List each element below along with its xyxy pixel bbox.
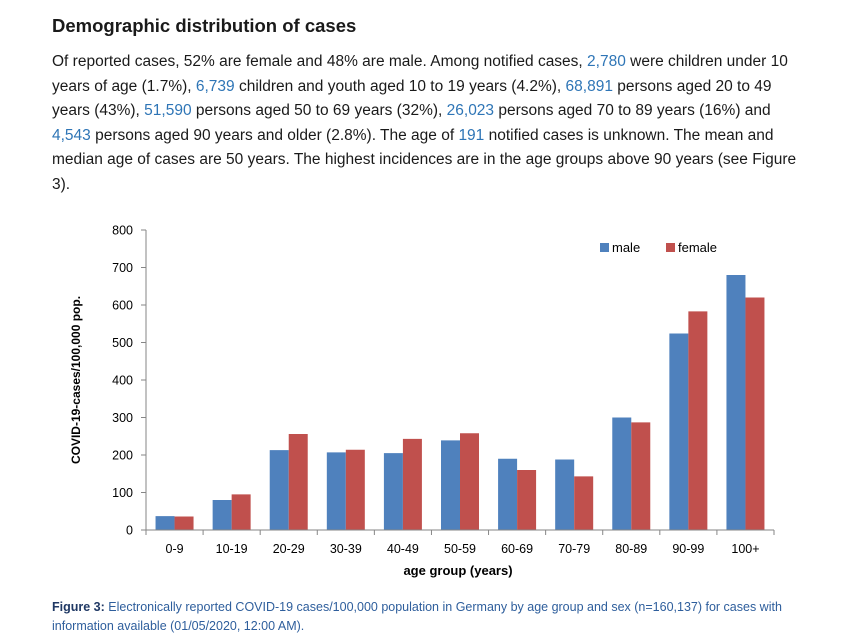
y-axis-ticks: 0 100 200 300 400 500 600 700 800	[112, 224, 146, 538]
bar-male-70-79	[555, 459, 575, 530]
y-tick-label: 700	[112, 261, 133, 275]
section-heading: Demographic distribution of cases	[52, 15, 357, 36]
x-tick-label: 100+	[731, 542, 759, 556]
x-tick-label: 20-29	[273, 542, 305, 556]
legend-swatch-female	[666, 243, 675, 252]
paragraph-text: persons aged 50 to 69 years (32%),	[191, 102, 447, 120]
count-70-89: 26,023	[446, 102, 495, 120]
x-tick-label: 10-19	[216, 542, 248, 556]
bar-female-90-99	[688, 311, 708, 530]
y-tick-label: 800	[112, 224, 133, 238]
bar-female-0-9	[174, 516, 194, 530]
bar-male-90-99	[669, 333, 689, 530]
figure-caption: Figure 3: Electronically reported COVID-…	[52, 598, 812, 636]
paragraph-text: persons aged 90 years and older (2.8%). …	[90, 126, 459, 144]
x-axis-label: age group (years)	[403, 563, 512, 578]
legend-swatch-male	[600, 243, 609, 252]
count-unknown-age: 191	[458, 126, 485, 144]
legend-label-female: female	[678, 240, 717, 255]
x-tick-label: 70-79	[558, 542, 590, 556]
bar-female-70-79	[574, 476, 594, 530]
bar-male-20-29	[269, 450, 289, 530]
legend-label-male: male	[612, 240, 640, 255]
bar-female-10-19	[231, 494, 251, 530]
count-youth-10-19: 6,739	[195, 77, 235, 95]
y-axis-label: COVID-19-cases/100,000 pop.	[69, 296, 83, 464]
chart-legend: male female	[600, 240, 717, 255]
count-20-49: 68,891	[565, 77, 613, 95]
bar-male-100+	[726, 275, 746, 530]
bar-male-40-49	[383, 453, 403, 530]
bar-series	[155, 275, 765, 530]
bar-female-30-39	[345, 449, 365, 530]
x-tick-label: 60-69	[501, 542, 533, 556]
bar-male-10-19	[212, 500, 232, 530]
x-tick-label: 80-89	[615, 542, 647, 556]
y-tick-label: 100	[112, 486, 133, 500]
x-tick-label: 40-49	[387, 542, 419, 556]
paragraph-text: notified cases is unknown. The mean and …	[52, 126, 797, 193]
bar-female-40-49	[402, 438, 422, 530]
y-tick-label: 400	[112, 374, 133, 388]
paragraph-text: Of reported cases, 52% are female and 48…	[52, 53, 588, 70]
y-tick-label: 0	[126, 524, 133, 538]
paragraph-text: persons aged 70 to 89 years (16%) and	[494, 102, 771, 120]
count-children-under-10: 2,780	[587, 53, 626, 70]
bar-female-80-89	[631, 422, 651, 530]
x-axis-ticks: 0-9 10-19 20-29 30-39 40-49 50-59 60-69 70-79 80…	[145, 530, 775, 556]
bar-male-0-9	[155, 516, 175, 530]
bar-chart: 0 100 200 300 400 500 600 700 800 0-9 10-19 20-29 3…	[69, 224, 775, 578]
bar-female-50-59	[460, 433, 479, 530]
y-tick-label: 600	[112, 299, 133, 313]
paragraph-text: persons aged 20 to 49 years (43%),	[52, 77, 772, 120]
paragraph-text: were children under 10 years of age (1.7…	[52, 53, 788, 95]
x-tick-label: 0-9	[166, 542, 184, 556]
bar-male-30-39	[326, 452, 346, 530]
bar-male-50-59	[441, 440, 460, 530]
x-tick-label: 30-39	[330, 542, 362, 556]
bar-female-100+	[745, 297, 765, 530]
caption-text: Electronically reported COVID-19 cases/1…	[52, 600, 782, 633]
figure-label: Figure 3:	[52, 600, 105, 614]
y-tick-label: 300	[112, 411, 133, 425]
bar-female-60-69	[517, 470, 537, 530]
summary-paragraph: Of reported cases, 52% are female and 48…	[52, 50, 797, 198]
y-tick-label: 500	[112, 336, 133, 350]
paragraph-text: children and youth aged 10 to 19 years (…	[234, 77, 566, 95]
bar-female-20-29	[288, 434, 308, 530]
bar-male-80-89	[612, 417, 632, 530]
count-90-plus: 4,543	[52, 126, 91, 144]
count-50-69: 51,590	[144, 102, 192, 120]
x-tick-label: 90-99	[672, 542, 704, 556]
y-tick-label: 200	[112, 449, 133, 463]
x-tick-label: 50-59	[444, 542, 476, 556]
bar-male-60-69	[498, 458, 518, 530]
